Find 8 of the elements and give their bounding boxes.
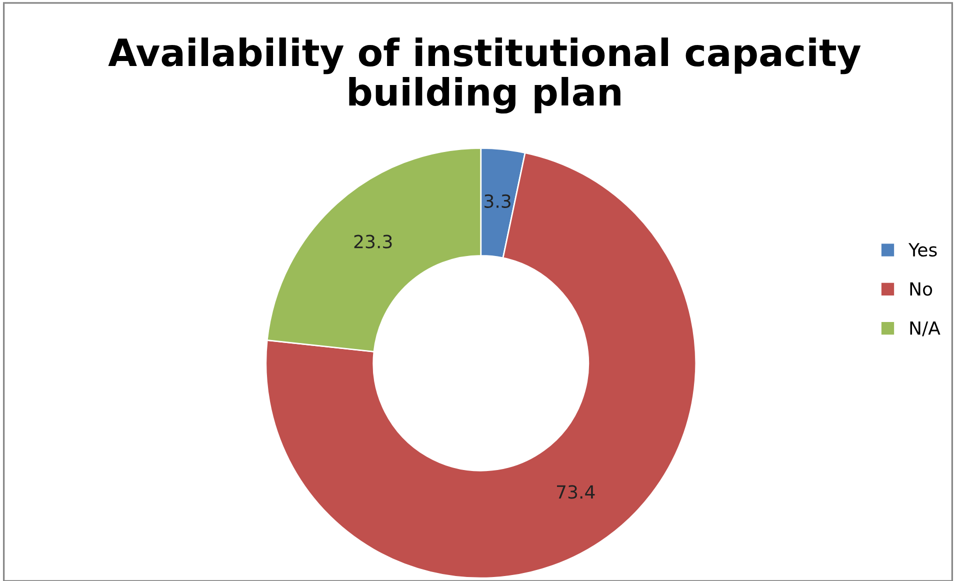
legend-label: No	[910, 282, 932, 296]
legend-label: Yes	[908, 243, 937, 257]
data-label: 73.4	[557, 485, 595, 499]
data-label: 23.3	[354, 234, 392, 248]
legend-label: N/A	[910, 321, 940, 336]
data-label: 3.3	[484, 194, 510, 208]
donut-slice	[266, 152, 696, 578]
chart-title: Availability of institutional capacity building plan	[108, 38, 861, 114]
